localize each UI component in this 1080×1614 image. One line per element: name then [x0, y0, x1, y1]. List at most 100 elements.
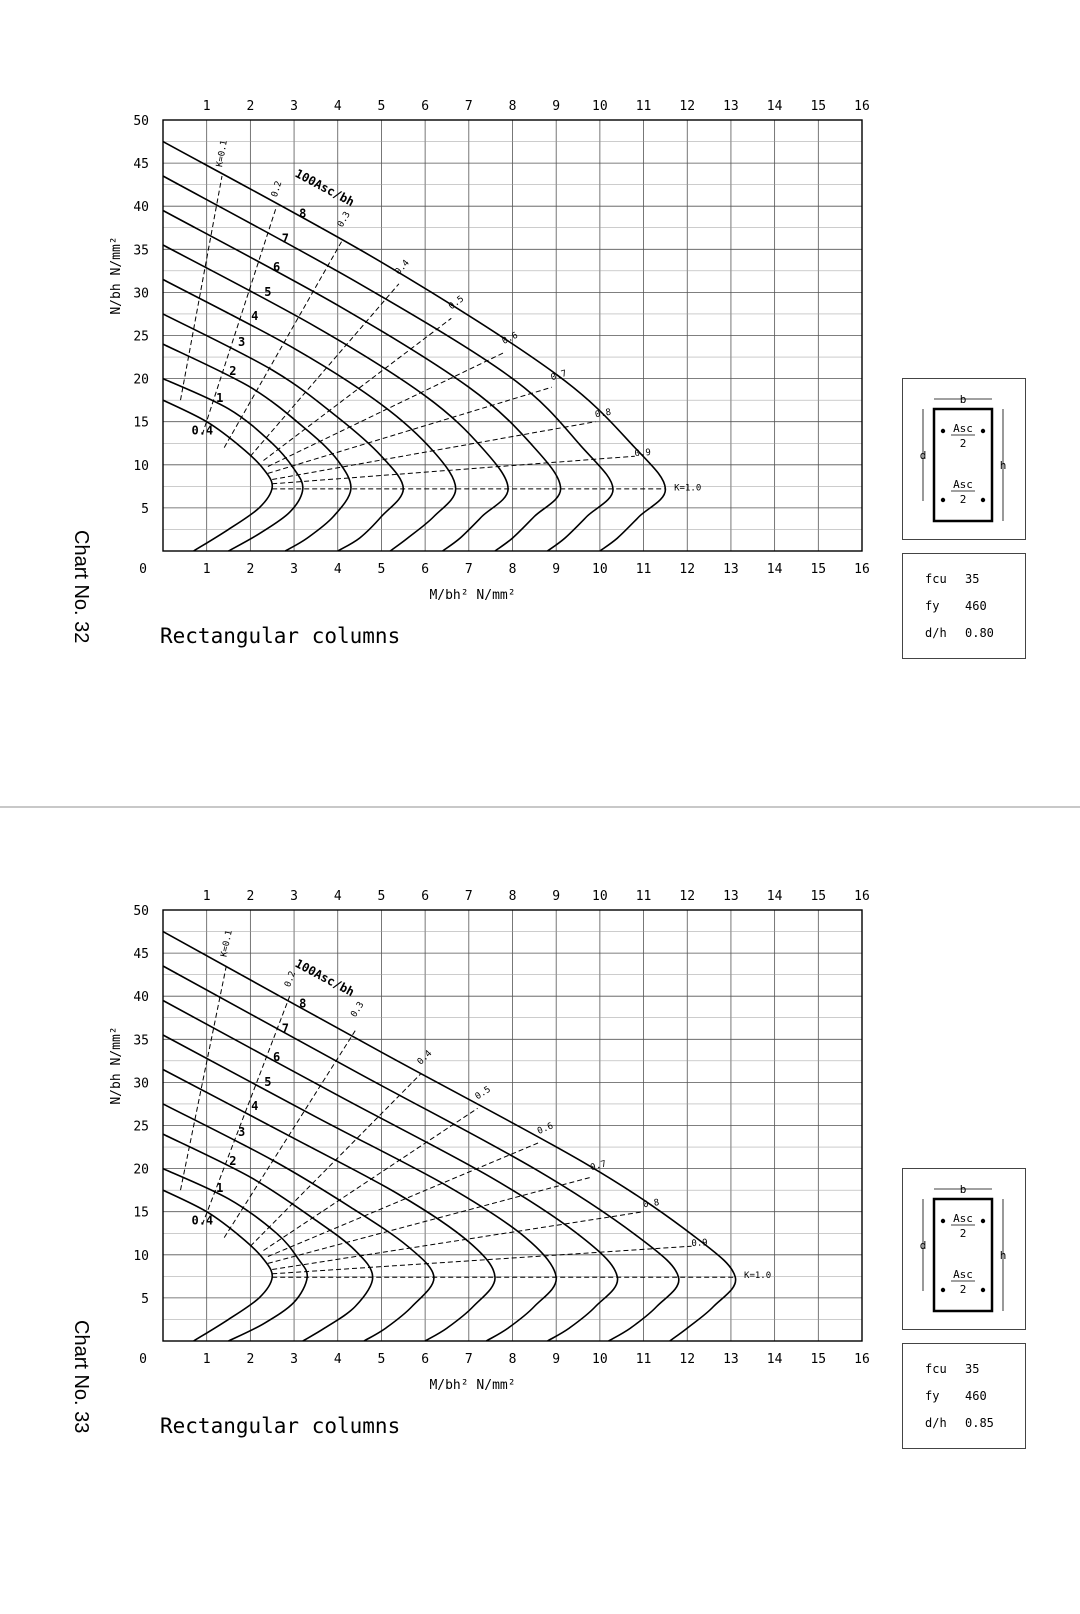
rebar-dot [980, 428, 986, 434]
k-line [201, 206, 278, 435]
y-tick-label: 35 [133, 1033, 149, 1048]
y-tick-label: 10 [133, 1249, 149, 1264]
param-fy: fy 460 [925, 599, 987, 615]
x-tick-label-top: 14 [767, 889, 783, 904]
param-dh-value: 0.80 [965, 626, 994, 640]
curve-label: 6 [273, 260, 280, 274]
curve-label: 3 [238, 1125, 245, 1139]
param-fy-value: 460 [965, 1389, 987, 1403]
chart-plot: 0 1 2 3 4 5 6 7 8 9 10 11 12 13 14 15 161 2 3 4 5 6 7 8 9 10 11 12 1… [109, 889, 870, 1393]
y-tick-label: 5 [141, 1292, 149, 1307]
h-dimension-label: h [1000, 1249, 1007, 1262]
param-dh-label: d/h [925, 1416, 947, 1430]
chart-33: 0 1 2 3 4 5 6 7 8 9 10 11 12 13 14 15 16 1 2 3 4 5 6 7 8 9 10 11 12 1… [0, 870, 1080, 1570]
x-tick-label: 2 [246, 562, 254, 577]
curve-label: 3 [238, 335, 245, 349]
k-line-label: 0.9 [691, 1238, 708, 1249]
k-line-label: 0.9 [634, 448, 651, 459]
x-tick-label-top: 13 [723, 99, 739, 114]
top-steel-divisor: 2 [960, 437, 967, 450]
rebar-dot [980, 497, 986, 503]
x-tick-label: 3 [290, 1352, 298, 1367]
x-tick-label: 3 [290, 562, 298, 577]
steel-ratio-curve [162, 175, 614, 552]
bottom-steel-divisor: 2 [960, 493, 967, 506]
param-fy: fy 460 [925, 1389, 987, 1405]
plot-frame [162, 909, 863, 1342]
k-line-label: K=0.1 [219, 929, 234, 958]
d-dimension-label: d [920, 449, 927, 462]
x-tick-label: 11 [636, 1352, 652, 1367]
x-tick-label: 0 [139, 1352, 147, 1367]
x-tick-label-top: 14 [767, 99, 783, 114]
steel-ratio-curve [162, 930, 737, 1342]
chart-subtitle: Rectangular columns [160, 624, 401, 648]
x-tick-label-top: 16 [854, 889, 870, 904]
x-tick-label: 9 [552, 1352, 560, 1367]
x-axis-label: M/bh² N/mm² [429, 1378, 515, 1393]
steel-ratio-curve [162, 140, 667, 552]
k-line [272, 421, 596, 480]
column-section-diagram: b h d Asc 2 Asc 2 [902, 378, 1026, 540]
x-tick-label: 10 [592, 562, 608, 577]
steel-ratio-curve [162, 377, 304, 552]
k-line-label: 0.5 [474, 1085, 493, 1102]
x-tick-label: 5 [378, 1352, 386, 1367]
x-tick-label: 16 [854, 1352, 870, 1367]
curve-label: 7 [282, 231, 289, 245]
column-section-diagram: b h d Asc 2 Asc 2 [902, 1168, 1026, 1330]
k-line-label: 0.3 [336, 210, 353, 229]
column-outline [932, 407, 994, 523]
x-tick-label-top: 10 [592, 889, 608, 904]
y-tick-label: 50 [133, 904, 149, 919]
x-tick-label: 14 [767, 1352, 783, 1367]
steel-ratio-curve [162, 1189, 274, 1342]
param-fcu-label: fcu [925, 572, 947, 586]
b-dimension-label: b [960, 1183, 967, 1196]
curve-label: 2 [229, 1154, 236, 1168]
k-line [180, 175, 223, 401]
page-divider [0, 806, 1080, 808]
y-tick-label: 15 [133, 416, 149, 431]
h-dimension-label: h [1000, 459, 1007, 472]
curve-label: 0.4 [191, 1214, 213, 1228]
steel-ratio-curve [162, 1133, 374, 1342]
x-tick-label: 13 [723, 1352, 739, 1367]
curve-label: 2 [229, 364, 236, 378]
k-line [263, 317, 452, 461]
param-fcu: fcu 35 [925, 572, 979, 588]
top-steel-label: Asc [953, 1212, 973, 1225]
x-tick-label-top: 13 [723, 889, 739, 904]
curve-label: 1 [216, 391, 223, 405]
chart-number: Chart No. 33 [70, 1320, 92, 1434]
param-fy-label: fy [925, 599, 940, 613]
steel-ratio-curve [162, 1068, 496, 1342]
plot-frame [162, 119, 863, 552]
y-tick-label: 45 [133, 157, 149, 172]
k-line-label: K=1.0 [744, 1271, 771, 1281]
param-fcu-value: 35 [965, 572, 980, 586]
x-tick-label-top: 3 [290, 889, 298, 904]
steel-ratio-curve [162, 278, 457, 552]
steel-ratio-curve [162, 999, 619, 1342]
x-tick-label-top: 2 [246, 889, 254, 904]
curve-family-label: 100Asc/bh [293, 166, 357, 209]
k-line [272, 1245, 692, 1275]
steel-ratio-curve [162, 399, 274, 552]
steel-ratio-curve [162, 965, 680, 1342]
chart-number: Chart No. 32 [70, 530, 92, 644]
steel-ratio-curve [162, 1034, 558, 1342]
x-tick-label: 16 [854, 562, 870, 577]
section-svg: b h d Asc 2 Asc 2 [920, 393, 1007, 523]
curve-label: 8 [299, 206, 306, 220]
k-line [272, 1211, 644, 1270]
y-tick-label: 50 [133, 114, 149, 129]
bottom-steel-divisor: 2 [960, 1283, 967, 1296]
x-tick-label: 1 [203, 1352, 211, 1367]
y-tick-label: 40 [133, 990, 149, 1005]
b-dimension-label: b [960, 393, 967, 406]
steel-ratio-curve [162, 343, 352, 552]
x-tick-label-top: 9 [552, 889, 560, 904]
x-tick-label-top: 2 [246, 99, 254, 114]
x-tick-label-top: 5 [378, 99, 386, 114]
